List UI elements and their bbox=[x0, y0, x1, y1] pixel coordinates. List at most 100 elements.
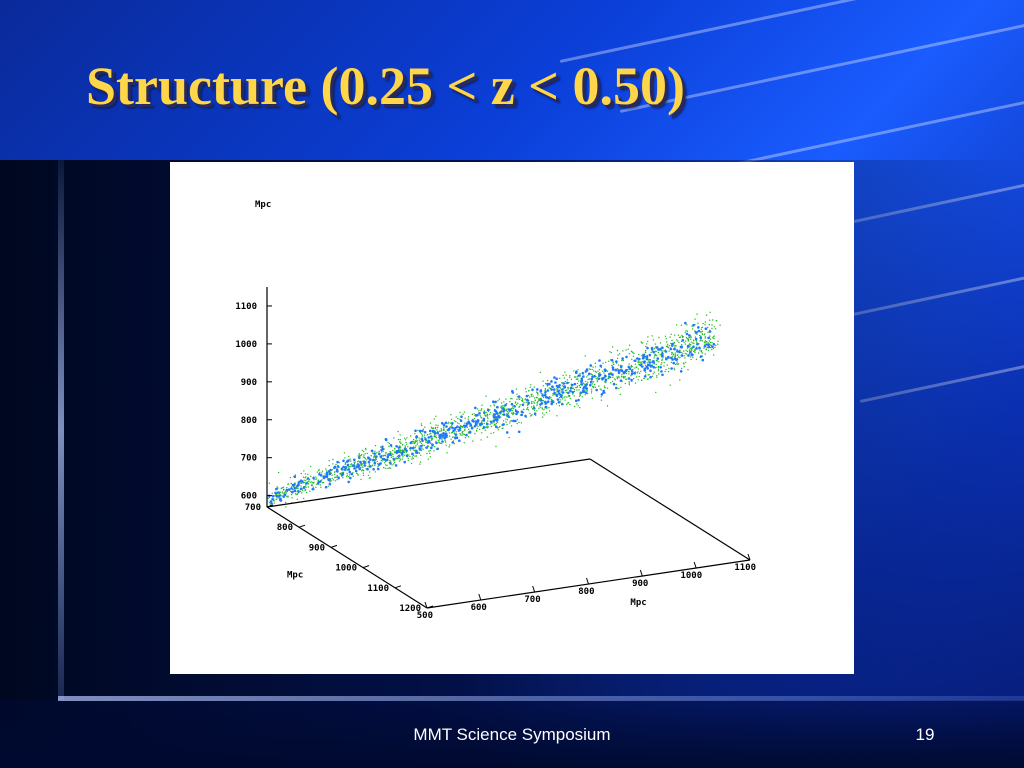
scatter-point-green bbox=[346, 475, 348, 478]
scatter-point-green bbox=[434, 446, 436, 448]
scatter-point-green bbox=[510, 425, 513, 427]
scatter-point-blue bbox=[630, 370, 634, 373]
scatter-point-green bbox=[309, 481, 311, 483]
scatter-point-green bbox=[673, 341, 676, 344]
scatter-point-blue bbox=[427, 436, 431, 439]
scatter-point-green bbox=[704, 353, 706, 355]
scatter-point-green bbox=[303, 497, 305, 500]
y-tick-label: 700 bbox=[245, 503, 261, 513]
scatter-point-green bbox=[696, 333, 698, 335]
scatter-point-green bbox=[551, 398, 553, 401]
scatter-point-green bbox=[668, 350, 670, 352]
scatter-point-green bbox=[273, 500, 275, 502]
scatter-point-green bbox=[657, 351, 660, 354]
scatter-point-green bbox=[453, 420, 456, 422]
scatter-point-green bbox=[576, 382, 579, 385]
scatter-point-green bbox=[600, 396, 602, 398]
scatter-point-green bbox=[328, 465, 330, 467]
scatter-point-green bbox=[701, 352, 703, 354]
scatter-point-green bbox=[496, 421, 499, 424]
scatter-point-green bbox=[680, 351, 682, 354]
scatter-point-green bbox=[350, 463, 353, 465]
scatter-point-blue bbox=[394, 464, 398, 467]
scatter-point-green bbox=[464, 422, 466, 424]
scatter-point-green bbox=[284, 490, 287, 493]
scatter-point-green bbox=[308, 480, 310, 482]
scatter-point-green bbox=[690, 336, 692, 338]
scatter-point-green bbox=[602, 370, 604, 372]
scatter-point-green bbox=[415, 455, 418, 457]
scatter-point-blue bbox=[550, 402, 553, 406]
scatter-point-blue bbox=[478, 422, 482, 426]
scatter-point-green bbox=[592, 381, 595, 383]
scatter-point-green bbox=[669, 336, 671, 338]
scatter-point-green bbox=[503, 401, 505, 403]
scatter-point-green bbox=[414, 455, 416, 457]
scatter-point-blue bbox=[630, 378, 633, 382]
scatter-point-green bbox=[685, 336, 688, 339]
scatter-point-blue bbox=[517, 430, 521, 434]
scatter-point-blue bbox=[550, 380, 553, 383]
scatter-point-green bbox=[666, 341, 668, 343]
scatter-point-blue bbox=[415, 451, 419, 455]
scatter-point-blue bbox=[372, 468, 375, 471]
scatter-point-green bbox=[321, 470, 324, 472]
scatter-point-green bbox=[362, 472, 364, 474]
scatter-point-blue bbox=[695, 347, 698, 350]
scatter-point-green bbox=[655, 350, 657, 352]
scatter-point-green bbox=[500, 402, 503, 404]
scatter-point-blue bbox=[451, 441, 455, 444]
scatter-point-blue bbox=[329, 468, 332, 472]
scatter-point-green bbox=[562, 374, 564, 377]
scatter-point-blue bbox=[652, 361, 655, 364]
scatter-point-green bbox=[713, 338, 715, 340]
scatter-point-blue bbox=[358, 467, 361, 471]
scatter-point-green bbox=[712, 336, 714, 338]
scatter-point-blue bbox=[619, 365, 623, 368]
scatter-point-green bbox=[550, 396, 552, 399]
scatter-point-green bbox=[374, 445, 377, 447]
scatter-point-green bbox=[661, 350, 663, 352]
scatter-point-green bbox=[335, 476, 337, 478]
y-tick-label: 800 bbox=[277, 523, 293, 533]
scatter-point-blue bbox=[474, 420, 478, 423]
scatter-point-green bbox=[399, 439, 401, 441]
scatter-point-green bbox=[620, 386, 622, 388]
scatter-point-green bbox=[305, 480, 307, 482]
scatter-point-blue bbox=[687, 354, 690, 357]
scatter-point-green bbox=[424, 426, 426, 428]
scatter-point-green bbox=[420, 454, 422, 456]
scatter-point-green bbox=[605, 380, 607, 383]
scatter-point-green bbox=[404, 437, 406, 439]
scatter-point-green bbox=[574, 376, 577, 378]
scatter-point-green bbox=[453, 443, 456, 445]
scatter-point-blue bbox=[389, 462, 392, 465]
scatter-point-green bbox=[403, 454, 406, 456]
scatter-point-blue bbox=[580, 383, 584, 386]
scatter-point-blue bbox=[483, 411, 486, 414]
scatter-point-blue bbox=[506, 414, 509, 417]
y-tick-label: 900 bbox=[309, 543, 325, 553]
scatter-point-green bbox=[497, 427, 499, 429]
x-tick-label: 700 bbox=[524, 595, 540, 605]
scatter-point-blue bbox=[573, 382, 577, 386]
scatter-point-blue bbox=[510, 402, 514, 406]
scatter-point-blue bbox=[335, 468, 339, 471]
scatter-point-green bbox=[461, 432, 463, 434]
scatter-point-green bbox=[628, 363, 630, 365]
scatter-point-blue bbox=[486, 422, 489, 426]
scatter-point-green bbox=[487, 417, 489, 420]
scatter-point-green bbox=[525, 391, 527, 393]
scatter-point-green bbox=[362, 469, 364, 471]
scatter-point-green bbox=[685, 340, 687, 342]
scatter-point-green bbox=[417, 429, 419, 432]
scatter-point-green bbox=[547, 379, 549, 382]
scatter-point-blue bbox=[453, 428, 457, 431]
scatter-point-green bbox=[666, 345, 668, 347]
scatter-point-blue bbox=[643, 375, 647, 378]
scatter-point-blue bbox=[562, 382, 565, 385]
scatter-point-green bbox=[394, 461, 396, 464]
scatter-point-green bbox=[704, 321, 706, 323]
scatter-point-green bbox=[693, 350, 695, 353]
scatter-point-green bbox=[590, 390, 593, 392]
